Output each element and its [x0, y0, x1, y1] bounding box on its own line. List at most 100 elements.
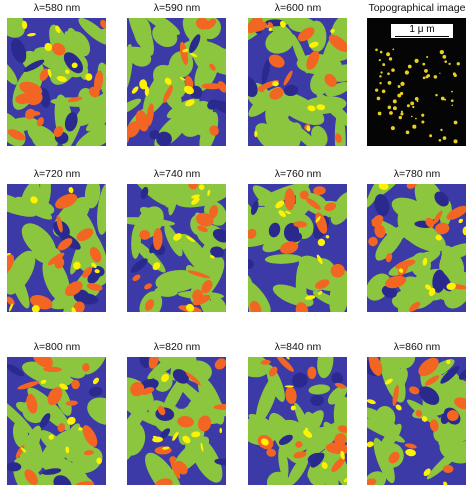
topography-feature: [375, 88, 379, 92]
green-region: [87, 397, 106, 426]
yellow-hotspot: [40, 379, 47, 384]
dark-region: [159, 428, 171, 439]
panel-label: λ=720 nm: [33, 168, 81, 180]
topographical-map: 1 μ m: [367, 18, 466, 146]
yellow-hotspot: [405, 448, 416, 457]
orange-hotspot: [192, 294, 211, 306]
yellow-hotspot: [68, 187, 74, 194]
green-region: [290, 33, 309, 74]
yellow-hotspot: [65, 446, 70, 454]
orange-hotspot: [93, 70, 104, 93]
yellow-hotspot: [286, 357, 290, 360]
orange-hotspot: [425, 217, 435, 228]
yellow-hotspot: [47, 68, 52, 78]
near-field-map: [367, 184, 466, 312]
yellow-hotspot: [316, 104, 326, 111]
orange-hotspot: [418, 357, 439, 377]
yellow-hotspot: [309, 41, 319, 48]
orange-hotspot: [135, 110, 149, 132]
orange-hotspot: [388, 451, 400, 464]
topography-feature: [381, 89, 386, 94]
yellow-hotspot: [94, 269, 100, 274]
green-region: [438, 411, 466, 448]
topography-feature: [439, 72, 441, 74]
yellow-hotspot: [73, 261, 81, 270]
topography-feature: [412, 105, 415, 109]
near-field-map: [248, 357, 347, 485]
dark-region: [139, 357, 150, 369]
dark-region: [76, 293, 99, 305]
topography-feature: [407, 64, 412, 69]
orange-hotspot: [154, 478, 173, 485]
panel-label: λ=860 nm: [393, 341, 441, 353]
yellow-hotspot: [200, 442, 204, 452]
green-region: [277, 197, 312, 231]
topography-feature: [414, 58, 419, 63]
yellow-hotspot: [71, 307, 77, 312]
green-region: [81, 87, 106, 125]
orange-hotspot: [299, 190, 309, 200]
yellow-hotspot: [8, 303, 13, 312]
green-region: [78, 18, 106, 46]
orange-hotspot: [330, 263, 345, 278]
yellow-hotspot: [325, 235, 330, 239]
dark-region: [440, 365, 460, 384]
green-region: [50, 357, 87, 379]
dark-region: [310, 394, 324, 406]
green-region: [15, 196, 53, 220]
yellow-hotspot: [306, 125, 311, 132]
topography-feature: [398, 115, 403, 120]
yellow-hotspot: [219, 427, 223, 434]
topography-feature: [400, 112, 404, 116]
orange-hotspot: [331, 456, 346, 473]
yellow-hotspot: [278, 210, 286, 218]
orange-hotspot: [196, 212, 214, 227]
green-region: [139, 206, 164, 224]
topography-feature: [387, 72, 390, 76]
orange-hotspot: [385, 253, 393, 263]
topography-feature: [438, 138, 442, 142]
orange-hotspot: [442, 464, 454, 473]
orange-hotspot: [197, 225, 208, 233]
yellow-hotspot: [198, 184, 205, 191]
green-region: [327, 385, 347, 405]
orange-hotspot: [248, 228, 257, 239]
green-region: [27, 124, 58, 146]
green-region: [97, 62, 106, 100]
orange-hotspot: [281, 246, 294, 252]
orange-hotspot: [404, 443, 417, 449]
dark-region: [149, 130, 160, 140]
orange-hotspot: [36, 117, 44, 127]
dark-region: [7, 462, 22, 472]
green-region: [127, 422, 146, 456]
green-region: [65, 108, 85, 146]
green-region: [145, 452, 183, 485]
orange-hotspot: [7, 129, 26, 141]
green-region: [402, 201, 427, 230]
yellow-hotspot: [186, 235, 195, 243]
green-region: [190, 435, 223, 483]
orange-hotspot: [71, 379, 80, 390]
topography-feature: [424, 69, 428, 73]
yellow-hotspot: [421, 416, 428, 422]
yellow-hotspot: [139, 79, 148, 90]
yellow-hotspot: [182, 435, 191, 444]
yellow-hotspot: [185, 303, 195, 312]
orange-hotspot: [374, 224, 386, 239]
orange-hotspot: [392, 384, 399, 407]
orange-hotspot: [43, 366, 62, 373]
yellow-hotspot: [183, 85, 194, 95]
yellow-hotspot: [78, 427, 83, 431]
topography-feature: [376, 96, 381, 101]
dark-region: [64, 112, 78, 132]
orange-hotspot: [297, 27, 315, 42]
topography-feature: [452, 72, 456, 76]
topography-feature: [400, 110, 403, 113]
topography-feature: [379, 75, 382, 78]
topography-feature: [406, 104, 410, 108]
orange-hotspot: [306, 50, 320, 70]
orange-hotspot: [285, 386, 297, 405]
yellow-hotspot: [304, 295, 316, 300]
dark-region: [374, 194, 390, 217]
dark-region: [39, 413, 51, 428]
